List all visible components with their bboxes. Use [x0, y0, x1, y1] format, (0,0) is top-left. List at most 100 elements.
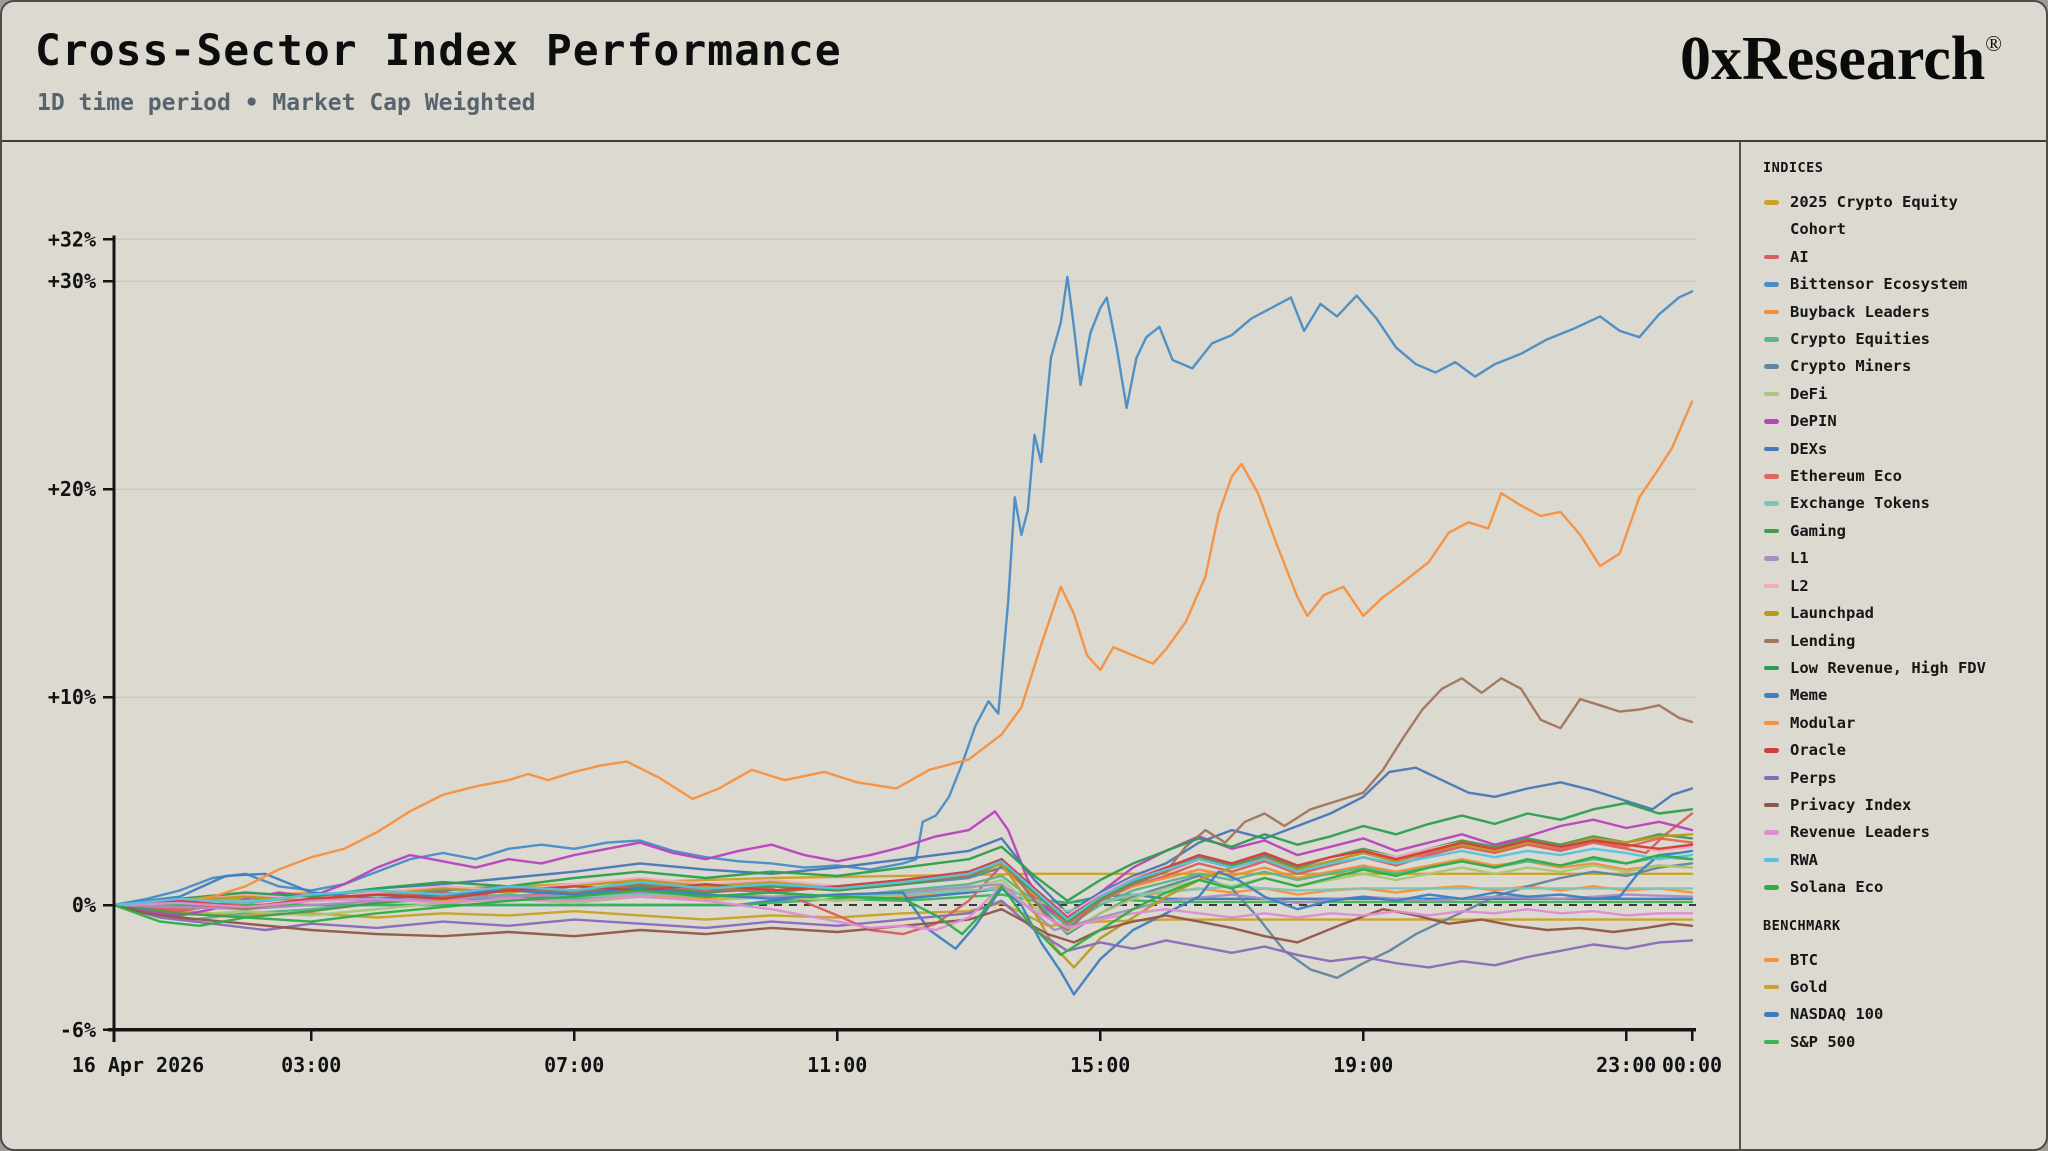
page-title: Cross-Sector Index Performance [35, 26, 842, 76]
legend-item-low-revenue-high-fdv[interactable]: Low Revenue, High FDV [1763, 655, 2036, 682]
legend-item-2025-crypto-equity-cohort[interactable]: 2025 Crypto Equity Cohort [1763, 189, 2036, 244]
legend-swatch-depin [1764, 419, 1779, 424]
series-line-modular [112, 400, 1694, 907]
legend-label: 2025 Crypto Equity Cohort [1790, 193, 1958, 239]
legend-item-ai[interactable]: AI [1763, 244, 2036, 271]
x-axis-tick-label: 03:00 [281, 1053, 341, 1077]
legend-item-gold[interactable]: Gold [1763, 974, 2036, 1001]
x-axis-tick-label: 15:00 [1070, 1053, 1130, 1077]
series-line-l1 [112, 883, 1694, 932]
series-line-bittensor-ecosystem [112, 275, 1694, 907]
legend-label: Ethereum Eco [1790, 467, 1902, 486]
legend-label: NASDAQ 100 [1790, 1005, 1884, 1024]
legend-swatch-crypto-equities [1764, 337, 1779, 342]
legend-item-depin[interactable]: DePIN [1763, 408, 2036, 435]
legend-swatch-defi [1764, 391, 1779, 397]
legend-label: Lending [1790, 631, 1856, 650]
series-line-launchpad [112, 833, 1694, 969]
legend-item-bittensor-ecosystem[interactable]: Bittensor Ecosystem [1763, 271, 2036, 298]
legend-label: RWA [1790, 850, 1818, 869]
legend-label: DEXs [1790, 439, 1828, 458]
legend-label: DeFi [1790, 384, 1828, 403]
x-axis-tick-label: 11:00 [807, 1053, 867, 1077]
y-axis-tick-label: -6% [60, 1018, 96, 1042]
brand-logo: 0xResearch® [1680, 24, 2002, 95]
legend-label: Meme [1790, 686, 1828, 705]
series-line-dexs [112, 766, 1694, 915]
legend-swatch-buyback-leaders [1764, 309, 1779, 315]
brand-logo-text: 0xResearch [1679, 25, 1986, 93]
legend-label: Solana Eco [1790, 878, 1884, 897]
legend-item-oracle[interactable]: Oracle [1763, 737, 2036, 764]
legend-panel: INDICES 2025 Crypto Equity Cohort AI Bitten… [1739, 142, 2046, 1149]
legend-item-l2[interactable]: L2 [1763, 573, 2036, 600]
y-axis-tick-label: +10% [48, 685, 96, 709]
legend-label: Low Revenue, High FDV [1790, 658, 1986, 677]
y-axis-tick-label: +30% [48, 269, 96, 293]
legend-swatch-nasdaq-100 [1764, 1012, 1779, 1017]
legend-swatch-low-revenue-high-fdv [1764, 665, 1779, 671]
legend-section-title-indices: INDICES [1763, 160, 1824, 176]
x-axis-tick-label: 23:00 [1596, 1053, 1656, 1077]
x-axis-tick-label: 00:00 [1662, 1053, 1722, 1077]
page-subtitle: 1D time period • Market Cap Weighted [37, 90, 536, 116]
legend-item-modular[interactable]: Modular [1763, 710, 2036, 737]
legend-swatch-ethereum-eco [1764, 474, 1779, 479]
legend-item-defi[interactable]: DeFi [1763, 381, 2036, 408]
legend-label: Gaming [1790, 521, 1846, 540]
legend-swatch-bittensor-ecosystem [1764, 282, 1779, 287]
chart-header: Cross-Sector Index Performance 1D time p… [2, 2, 2046, 140]
legend-item-meme[interactable]: Meme [1763, 682, 2036, 709]
x-axis-tick-label: 19:00 [1333, 1053, 1393, 1077]
y-axis-tick-label: +20% [48, 477, 96, 501]
performance-chart[interactable]: +32% +30% +20% +10% 0% -6% 16 Apr 2026 03:00 07:… [2, 142, 1739, 1149]
legend-item-exchange-tokens[interactable]: Exchange Tokens [1763, 490, 2036, 517]
legend-label: Perps [1790, 768, 1837, 787]
legend-swatch-crypto-miners [1764, 364, 1779, 369]
legend-swatch-2025-crypto-equity-cohort [1764, 200, 1779, 205]
legend-item-rwa[interactable]: RWA [1763, 847, 2036, 874]
legend-swatch-ai [1764, 254, 1779, 260]
legend-swatch-solana-eco [1764, 885, 1779, 890]
legend-label: S&P 500 [1790, 1032, 1856, 1051]
legend-swatch-l1 [1764, 556, 1779, 561]
legend-item-perps[interactable]: Perps [1763, 765, 2036, 792]
legend-label: AI [1790, 247, 1809, 266]
legend-item-solana-eco[interactable]: Solana Eco [1763, 874, 2036, 901]
series-line-perps [112, 899, 1694, 969]
legend-label: Oracle [1790, 741, 1846, 760]
legend-swatch-launchpad [1764, 611, 1779, 616]
legend-label: Revenue Leaders [1790, 823, 1930, 842]
legend-item-l1[interactable]: L1 [1763, 545, 2036, 572]
legend-swatch-s-p-500 [1764, 1039, 1779, 1045]
legend-swatch-dexs [1764, 446, 1779, 452]
legend-item-gaming[interactable]: Gaming [1763, 518, 2036, 545]
legend-label: Exchange Tokens [1790, 494, 1930, 513]
legend-swatch-modular [1764, 720, 1779, 726]
legend-item-ethereum-eco[interactable]: Ethereum Eco [1763, 463, 2036, 490]
y-axis-tick-label: 0% [72, 893, 96, 917]
legend-item-launchpad[interactable]: Launchpad [1763, 600, 2036, 627]
series-line-rwa [112, 847, 1694, 921]
legend-item-s-p-500[interactable]: S&P 500 [1763, 1029, 2036, 1056]
legend-swatch-oracle [1764, 748, 1779, 753]
legend-swatch-perps [1764, 775, 1779, 781]
legend-item-buyback-leaders[interactable]: Buyback Leaders [1763, 299, 2036, 326]
series-line-meme [112, 849, 1694, 996]
legend-label: Gold [1790, 977, 1828, 996]
legend-label: Crypto Miners [1790, 357, 1912, 376]
legend-item-crypto-miners[interactable]: Crypto Miners [1763, 353, 2036, 380]
legend-item-dexs[interactable]: DEXs [1763, 436, 2036, 463]
legend-item-lending[interactable]: Lending [1763, 628, 2036, 655]
registered-mark: ® [1985, 31, 2002, 56]
legend-item-nasdaq-100[interactable]: NASDAQ 100 [1763, 1001, 2036, 1028]
legend-item-crypto-equities[interactable]: Crypto Equities [1763, 326, 2036, 353]
legend-item-privacy-index[interactable]: Privacy Index [1763, 792, 2036, 819]
legend-item-btc[interactable]: BTC [1763, 947, 2036, 974]
legend-label: Privacy Index [1790, 795, 1912, 814]
legend-label: Modular [1790, 713, 1856, 732]
legend-swatch-exchange-tokens [1764, 501, 1779, 506]
y-axis-tick-label: +32% [48, 227, 96, 251]
legend-item-revenue-leaders[interactable]: Revenue Leaders [1763, 819, 2036, 846]
